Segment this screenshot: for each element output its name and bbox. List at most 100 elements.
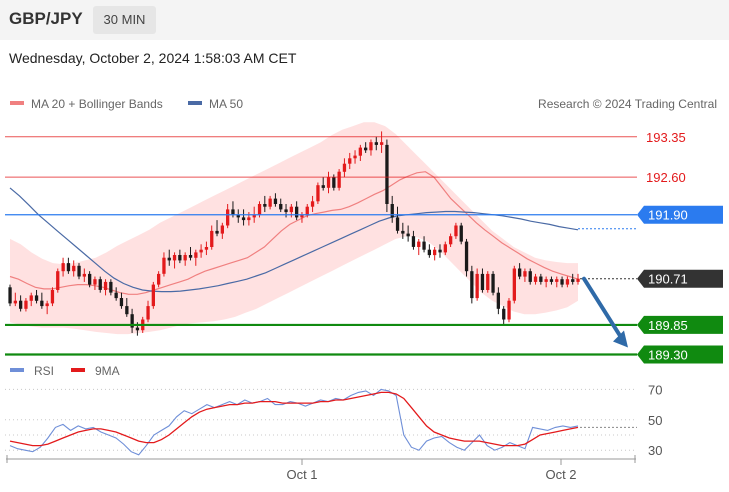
- candle-body: [433, 249, 437, 256]
- candle: [199, 244, 203, 258]
- candle-body: [459, 225, 463, 242]
- candle-body: [273, 198, 278, 204]
- candle-body: [45, 303, 49, 307]
- candle-body: [502, 308, 506, 320]
- candle-body: [125, 306, 129, 315]
- candle-body: [247, 217, 251, 221]
- level-tag: [637, 345, 723, 364]
- candle-body: [236, 214, 240, 218]
- candle: [210, 225, 214, 250]
- candle-body: [135, 327, 140, 331]
- candle-body: [93, 279, 97, 285]
- candle-body: [533, 276, 538, 282]
- candle: [114, 287, 118, 301]
- candle-body: [167, 257, 171, 261]
- price-level: 193.35: [5, 130, 686, 145]
- candle: [507, 298, 511, 323]
- current-price-label: 190.71: [648, 272, 688, 287]
- candle: [454, 222, 458, 239]
- candle: [443, 241, 447, 256]
- forecast-arrow-head: [613, 330, 628, 348]
- header-bar: GBP/JPY 30 MIN: [0, 0, 729, 40]
- price-level: 189.85: [5, 315, 723, 334]
- candle-body: [300, 214, 304, 218]
- candle-body: [88, 273, 92, 285]
- candle-body: [130, 314, 134, 328]
- candle: [342, 158, 347, 178]
- candle-body: [395, 217, 400, 231]
- candle: [151, 281, 155, 309]
- candle: [125, 298, 129, 317]
- candle: [130, 308, 134, 333]
- candle: [464, 238, 469, 277]
- candle: [295, 201, 299, 221]
- candle: [502, 306, 506, 325]
- candle: [40, 292, 44, 309]
- candle-body: [422, 241, 426, 250]
- candle-body: [385, 144, 389, 204]
- candle: [433, 246, 437, 261]
- candle: [226, 203, 230, 229]
- timeframe-badge[interactable]: 30 MIN: [93, 6, 156, 34]
- candle: [24, 298, 28, 312]
- candle: [13, 292, 17, 307]
- candle: [512, 265, 516, 304]
- candle-body: [491, 273, 495, 293]
- candle: [82, 268, 86, 282]
- candle: [61, 257, 65, 277]
- candle-body: [40, 300, 44, 307]
- rsi-legend: RSI 9MA: [10, 364, 120, 378]
- candle: [539, 273, 543, 285]
- candle-body: [390, 204, 394, 218]
- candle-body: [464, 241, 469, 272]
- bollinger-band-area: [10, 122, 578, 335]
- candle-body: [13, 300, 17, 304]
- candle: [66, 257, 71, 274]
- candle: [390, 195, 394, 223]
- candle-body: [369, 142, 373, 151]
- candle-body: [188, 255, 193, 258]
- candle-body: [263, 204, 267, 207]
- candle: [491, 271, 495, 296]
- rsi-ma-legend-swatch: [71, 368, 85, 372]
- candle: [119, 292, 124, 309]
- candle-body: [496, 292, 500, 309]
- candle-body: [151, 284, 155, 307]
- candle: [167, 249, 171, 266]
- rsi-plot-area: 70 50 30: [5, 382, 662, 458]
- candle: [411, 230, 416, 250]
- candle-body: [183, 255, 187, 261]
- candle: [560, 276, 564, 288]
- ma50-legend-swatch: [188, 101, 202, 105]
- price-levels: 193.35 192.60 191.90 190.71 189.85 189.30: [5, 130, 723, 364]
- price-level: 192.60: [5, 170, 686, 185]
- candle: [8, 284, 12, 307]
- candle: [417, 238, 421, 256]
- candle: [544, 276, 548, 288]
- rsi-line: [9, 388, 579, 456]
- candle-body: [231, 209, 235, 215]
- price-level: 191.90: [5, 205, 723, 230]
- time-axis: Oct 1 Oct 2: [6, 455, 636, 482]
- candle: [528, 268, 532, 285]
- candle: [380, 131, 384, 153]
- candle-body: [103, 281, 108, 290]
- candle: [194, 249, 198, 266]
- candle-body: [321, 185, 325, 188]
- candle-body: [342, 163, 347, 172]
- candle: [93, 276, 97, 290]
- candle: [109, 279, 113, 296]
- candle-body: [66, 263, 71, 272]
- candle-body: [454, 225, 458, 237]
- candle: [326, 171, 331, 194]
- report-datetime: Wednesday, October 2, 2024 1:58:03 AM CE…: [9, 50, 297, 66]
- candle-body: [61, 263, 65, 272]
- candle: [183, 252, 187, 266]
- level-label: 189.30: [648, 347, 688, 362]
- candle-body: [549, 279, 554, 282]
- candle: [571, 273, 575, 285]
- candle: [310, 195, 315, 213]
- candle-body: [220, 225, 224, 234]
- candle: [241, 209, 246, 226]
- candle: [103, 279, 108, 296]
